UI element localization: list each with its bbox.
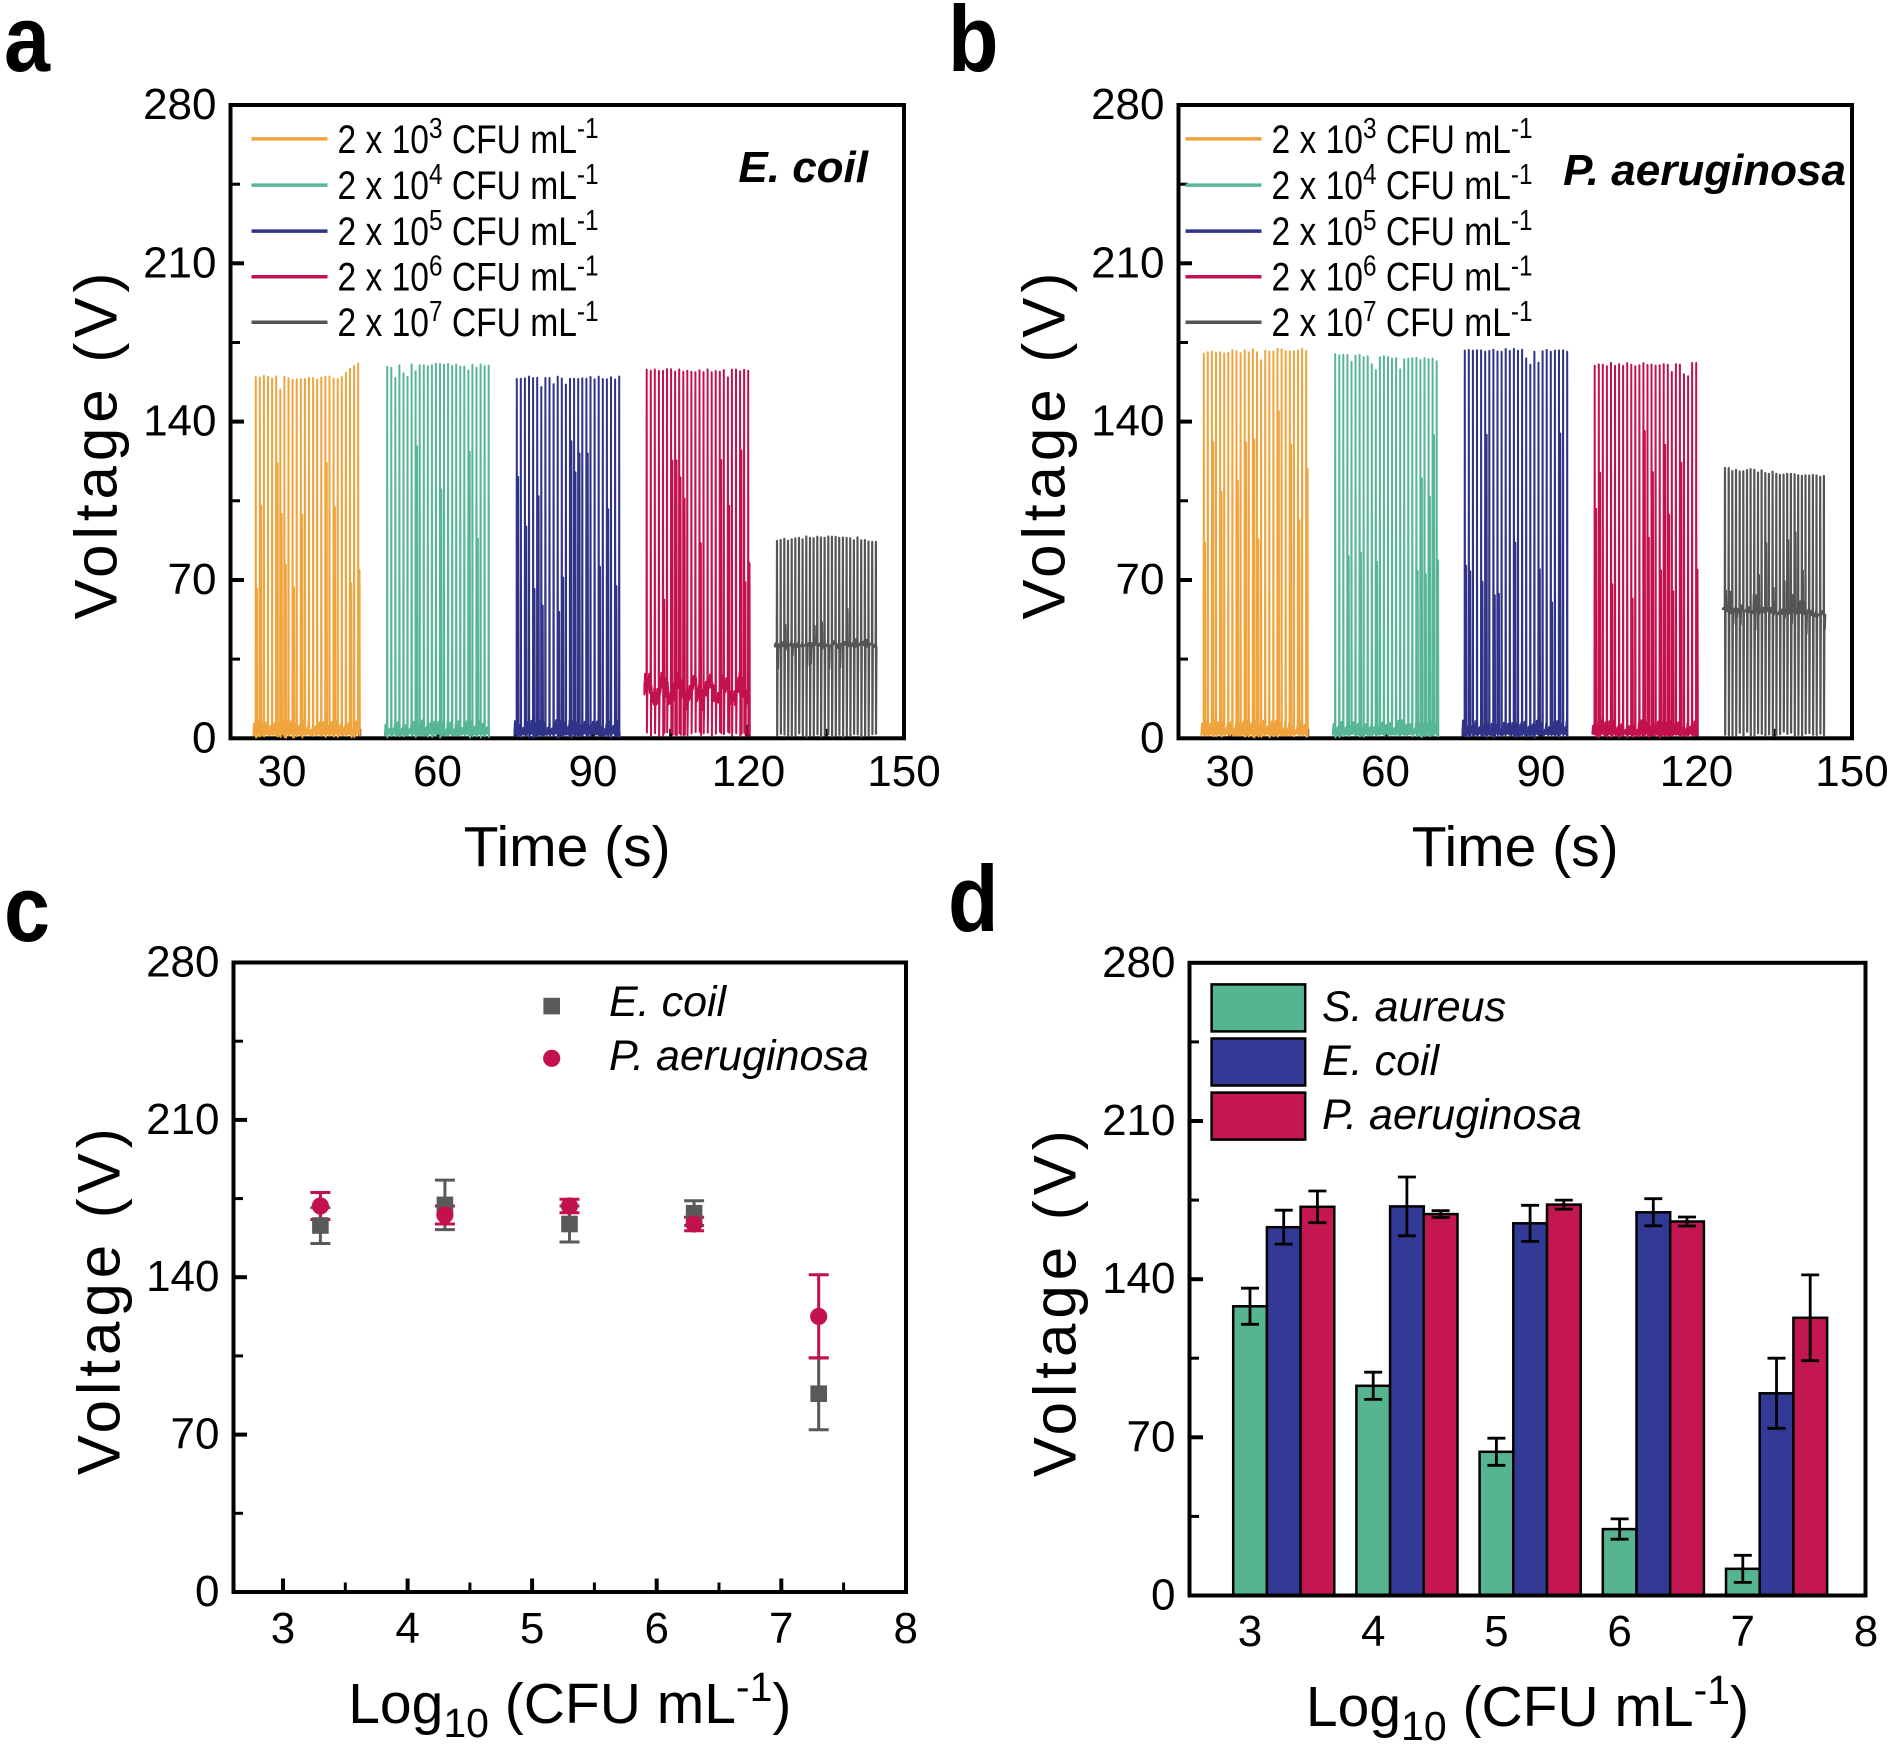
- svg-text:P. aeruginosa: P. aeruginosa: [1563, 146, 1846, 195]
- svg-text:280: 280: [143, 80, 216, 129]
- svg-text:60: 60: [1361, 747, 1410, 796]
- svg-text:30: 30: [1206, 747, 1255, 796]
- svg-text:120: 120: [1660, 747, 1733, 796]
- svg-text:Voltage (V): Voltage (V): [1011, 268, 1078, 620]
- svg-text:90: 90: [1517, 747, 1566, 796]
- svg-text:Voltage (V): Voltage (V): [63, 268, 130, 620]
- svg-text:70: 70: [1127, 1412, 1176, 1461]
- svg-text:0: 0: [192, 713, 216, 762]
- svg-text:140: 140: [146, 1252, 219, 1301]
- svg-text:E. coil: E. coil: [1322, 1037, 1441, 1085]
- svg-text:2 x 106 CFU mL-1: 2 x 106 CFU mL-1: [1272, 250, 1533, 300]
- svg-text:70: 70: [168, 555, 217, 604]
- svg-text:E. coil: E. coil: [738, 143, 868, 192]
- svg-text:60: 60: [413, 747, 462, 796]
- svg-text:2 x 105 CFU mL-1: 2 x 105 CFU mL-1: [1272, 204, 1533, 254]
- svg-text:Log10 (CFU mL-1): Log10 (CFU mL-1): [348, 1664, 791, 1746]
- svg-text:280: 280: [1091, 80, 1164, 129]
- svg-text:8: 8: [894, 1604, 918, 1653]
- svg-text:7: 7: [769, 1604, 793, 1653]
- svg-text:280: 280: [1102, 938, 1175, 987]
- svg-text:210: 210: [1091, 238, 1164, 287]
- svg-text:E. coil: E. coil: [609, 978, 728, 1026]
- svg-text:4: 4: [1361, 1607, 1385, 1656]
- svg-text:P. aeruginosa: P. aeruginosa: [1322, 1091, 1582, 1139]
- svg-text:150: 150: [867, 747, 940, 796]
- svg-text:0: 0: [1140, 713, 1164, 762]
- svg-text:3: 3: [1238, 1607, 1262, 1656]
- svg-text:d: d: [948, 846, 999, 951]
- svg-text:b: b: [948, 0, 999, 91]
- svg-text:Time (s): Time (s): [464, 815, 671, 879]
- svg-text:140: 140: [1091, 397, 1164, 446]
- svg-text:3: 3: [271, 1604, 295, 1653]
- svg-text:5: 5: [520, 1604, 544, 1653]
- svg-text:S. aureus: S. aureus: [1322, 983, 1506, 1031]
- svg-text:6: 6: [1607, 1607, 1631, 1656]
- svg-text:2 x 106 CFU mL-1: 2 x 106 CFU mL-1: [338, 250, 599, 300]
- svg-text:7: 7: [1731, 1607, 1755, 1656]
- svg-text:8: 8: [1854, 1607, 1878, 1656]
- svg-text:2 x 104 CFU mL-1: 2 x 104 CFU mL-1: [1272, 158, 1533, 208]
- svg-text:P. aeruginosa: P. aeruginosa: [609, 1032, 869, 1080]
- svg-text:30: 30: [258, 747, 307, 796]
- svg-text:140: 140: [1102, 1254, 1175, 1303]
- svg-text:2 x 103 CFU mL-1: 2 x 103 CFU mL-1: [338, 112, 599, 162]
- svg-text:2 x 107 CFU mL-1: 2 x 107 CFU mL-1: [338, 295, 599, 345]
- svg-text:70: 70: [1116, 555, 1165, 604]
- svg-text:210: 210: [146, 1095, 219, 1144]
- svg-text:210: 210: [1102, 1096, 1175, 1145]
- svg-text:2 x 104 CFU mL-1: 2 x 104 CFU mL-1: [338, 158, 599, 208]
- svg-text:0: 0: [195, 1567, 219, 1616]
- svg-text:150: 150: [1815, 747, 1888, 796]
- svg-text:2 x 105 CFU mL-1: 2 x 105 CFU mL-1: [338, 204, 599, 254]
- svg-text:90: 90: [569, 747, 618, 796]
- svg-text:Voltage (V): Voltage (V): [66, 1123, 133, 1475]
- svg-text:280: 280: [146, 938, 219, 987]
- svg-text:140: 140: [143, 397, 216, 446]
- svg-text:2 x 107 CFU mL-1: 2 x 107 CFU mL-1: [1272, 295, 1533, 345]
- svg-text:70: 70: [171, 1410, 220, 1459]
- svg-text:Time (s): Time (s): [1412, 815, 1619, 879]
- svg-text:a: a: [4, 0, 51, 91]
- svg-text:6: 6: [644, 1604, 668, 1653]
- svg-text:0: 0: [1151, 1571, 1175, 1620]
- svg-text:120: 120: [712, 747, 785, 796]
- svg-text:210: 210: [143, 238, 216, 287]
- svg-text:c: c: [4, 856, 50, 961]
- svg-text:4: 4: [395, 1604, 419, 1653]
- svg-text:5: 5: [1484, 1607, 1508, 1656]
- svg-text:2 x 103 CFU mL-1: 2 x 103 CFU mL-1: [1272, 112, 1533, 162]
- svg-text:Log10 (CFU mL-1): Log10 (CFU mL-1): [1306, 1667, 1749, 1749]
- svg-text:Voltage (V): Voltage (V): [1022, 1125, 1089, 1477]
